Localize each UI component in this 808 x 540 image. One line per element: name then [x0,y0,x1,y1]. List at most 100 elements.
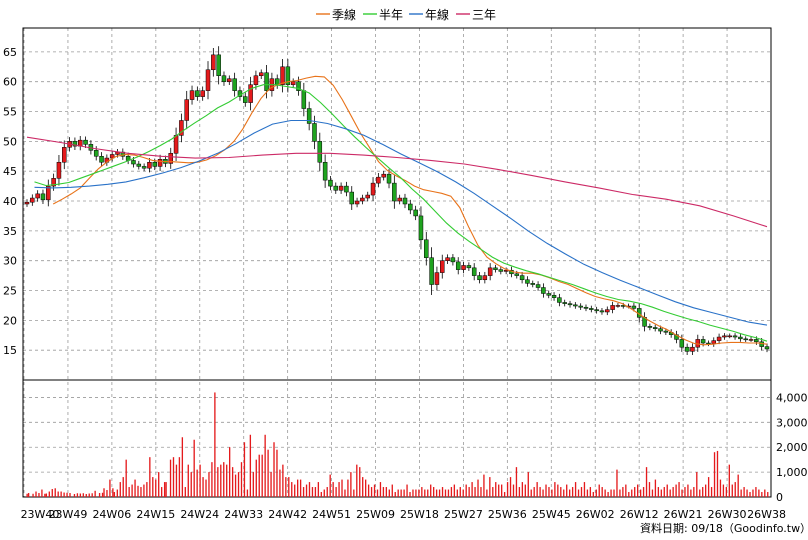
volume-bar [628,492,630,497]
volume-bar [521,482,524,497]
candle-down [141,166,147,169]
candle-up [354,200,360,205]
candle-up [56,161,62,179]
volume-bar [214,392,216,497]
volume-bar [91,493,93,497]
candle-down [402,197,408,205]
legend-label-half: 半年 [379,8,403,22]
volume-bar [645,467,648,497]
volume-bar [181,437,184,497]
volume-bar [403,489,405,497]
volume-bar [332,482,334,497]
volume-bar [161,487,163,497]
candle-up [51,178,56,187]
candle-up [280,66,285,85]
candle-down [131,160,136,165]
volume-bar [94,490,96,497]
candle-down [541,287,546,294]
volume-bar [82,493,84,497]
volume-bar [444,489,447,497]
volume-bar [598,484,600,497]
candle-down [594,309,599,312]
candle-down [408,203,413,211]
volume-bar [693,487,695,497]
volume-bar [252,472,254,497]
candle-up [35,193,40,199]
x-tick-label: 24W42 [268,508,307,521]
x-tick-label: 26W12 [620,508,659,521]
candle-down [152,161,158,167]
volume-bar [187,464,189,497]
volume-tick-label: 0 [776,491,783,504]
volume-panel-frame [22,379,772,498]
candle-down [679,339,685,348]
volume-bar [76,493,79,497]
volume-bar [749,492,751,497]
volume-axis-ticks: 4,000 3,000 2,000 1,000 0 [776,391,808,504]
volume-bar [687,484,689,497]
volume-bar [48,491,50,497]
volume-bar [66,492,68,497]
candle-up [711,340,717,344]
volume-bar [184,487,186,497]
volume-bar [571,487,574,497]
volume-bar [163,482,166,497]
volume-bar [231,467,234,497]
ma-quarter-line [52,75,768,346]
volume-bar [583,482,586,497]
plot-frames [22,27,772,498]
volume-bar [38,493,40,497]
volume-bar [44,493,46,497]
candle-up [690,346,695,352]
volume-bar [143,484,145,497]
volume-bar [285,477,287,497]
candle-down [647,326,653,328]
volume-bar [288,477,290,497]
candle-down [136,163,142,167]
candle-down [663,330,669,333]
volume-bar [98,493,101,497]
volume-bar [506,482,509,497]
volume-bar [607,492,609,497]
volume-bar [155,479,157,497]
candle-down [264,72,269,91]
volume-bar [731,484,733,497]
x-tick-label: 25W09 [356,508,395,521]
candle-up [147,161,152,169]
volume-bar [376,489,379,497]
volume-bar [566,484,568,497]
candle-down [471,267,477,276]
candle-up [30,197,35,203]
volume-bar [409,492,411,497]
candle-down [477,275,482,281]
volume-bar [486,489,488,497]
candle-down [530,283,536,285]
candle-down [455,261,461,270]
volume-bar [311,487,314,497]
candle-down [333,185,339,191]
volume-bar [707,477,710,497]
candle-down [525,279,530,284]
candle-down [583,306,589,309]
volume-bar [610,489,612,497]
volume-bar [533,487,535,497]
volume-bar [684,487,686,497]
volume-bar [696,472,698,497]
volume-bar [273,442,275,497]
price-tick-label: 50 [3,135,17,148]
candle-down [424,239,429,258]
volume-bar [223,462,225,497]
volume-bar [586,489,589,497]
volume-bar [270,472,272,497]
volume-bar [483,474,485,497]
volume-bar [60,491,62,497]
volume-bar [468,487,470,497]
volume-bar [106,490,108,497]
volume-bar [604,489,606,497]
candle-down [99,156,104,163]
volume-bar [73,494,76,497]
x-tick-label: 23W49 [49,508,88,521]
candle-down [93,150,99,157]
volume-bar [32,493,34,497]
